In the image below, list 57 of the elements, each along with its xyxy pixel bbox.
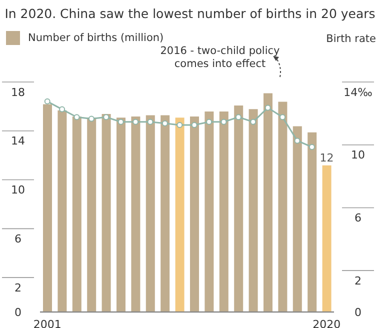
bar (131, 116, 140, 312)
bar (204, 112, 214, 312)
y-tick-label: 18 (11, 86, 25, 99)
point (74, 114, 80, 120)
bar (146, 115, 155, 312)
point (59, 106, 66, 112)
text: 2016 - two-child policy comes into effect (160, 45, 280, 71)
y2-tick-label: 6 (354, 212, 362, 225)
bar (308, 132, 317, 312)
y-tick-label: 14 (11, 134, 25, 148)
y-tick-label: 2 (14, 281, 22, 294)
point (176, 122, 183, 128)
y2-tick-label: 14‰ (344, 86, 373, 99)
point (132, 118, 139, 125)
data-label: 12 (320, 151, 334, 164)
bar (116, 118, 126, 312)
y2-axis-title: Birth rate (326, 33, 376, 45)
x-tick-label: 2001 (33, 318, 62, 328)
x-tick-label: 2020 (312, 318, 341, 328)
bar (248, 109, 258, 312)
y2-tick-label: 2 (354, 274, 362, 288)
bar (264, 93, 272, 312)
bar (322, 165, 332, 312)
point (250, 118, 256, 125)
y-tick-label: 0 (14, 306, 22, 319)
bar (234, 105, 244, 312)
y-tick-label: 6 (14, 232, 22, 246)
bar (87, 118, 96, 312)
point (147, 118, 154, 125)
point (235, 114, 242, 120)
point (280, 114, 286, 120)
bar (160, 115, 170, 312)
bar (102, 114, 111, 312)
point (103, 114, 110, 120)
bar (72, 116, 82, 312)
bar (175, 118, 184, 312)
point (308, 144, 315, 150)
point (191, 122, 198, 128)
bar (219, 112, 228, 312)
y-tick-label: 10 (11, 184, 25, 197)
chart-title: In 2020. China saw the lowest number of births in 20 years (4, 6, 376, 21)
bar (190, 116, 199, 312)
y2-tick-label: 0 (354, 306, 362, 319)
bar (292, 126, 302, 312)
point (220, 118, 227, 125)
point (294, 138, 300, 144)
point (206, 118, 212, 125)
point (44, 98, 50, 104)
legend-label: Number of births (million) (27, 31, 164, 45)
y2-tick-label: 10 (351, 148, 365, 162)
bar (58, 110, 67, 312)
point (88, 116, 94, 122)
point (162, 120, 168, 126)
point (118, 118, 124, 125)
point (264, 104, 271, 111)
bar (278, 102, 288, 312)
bar (43, 104, 52, 312)
